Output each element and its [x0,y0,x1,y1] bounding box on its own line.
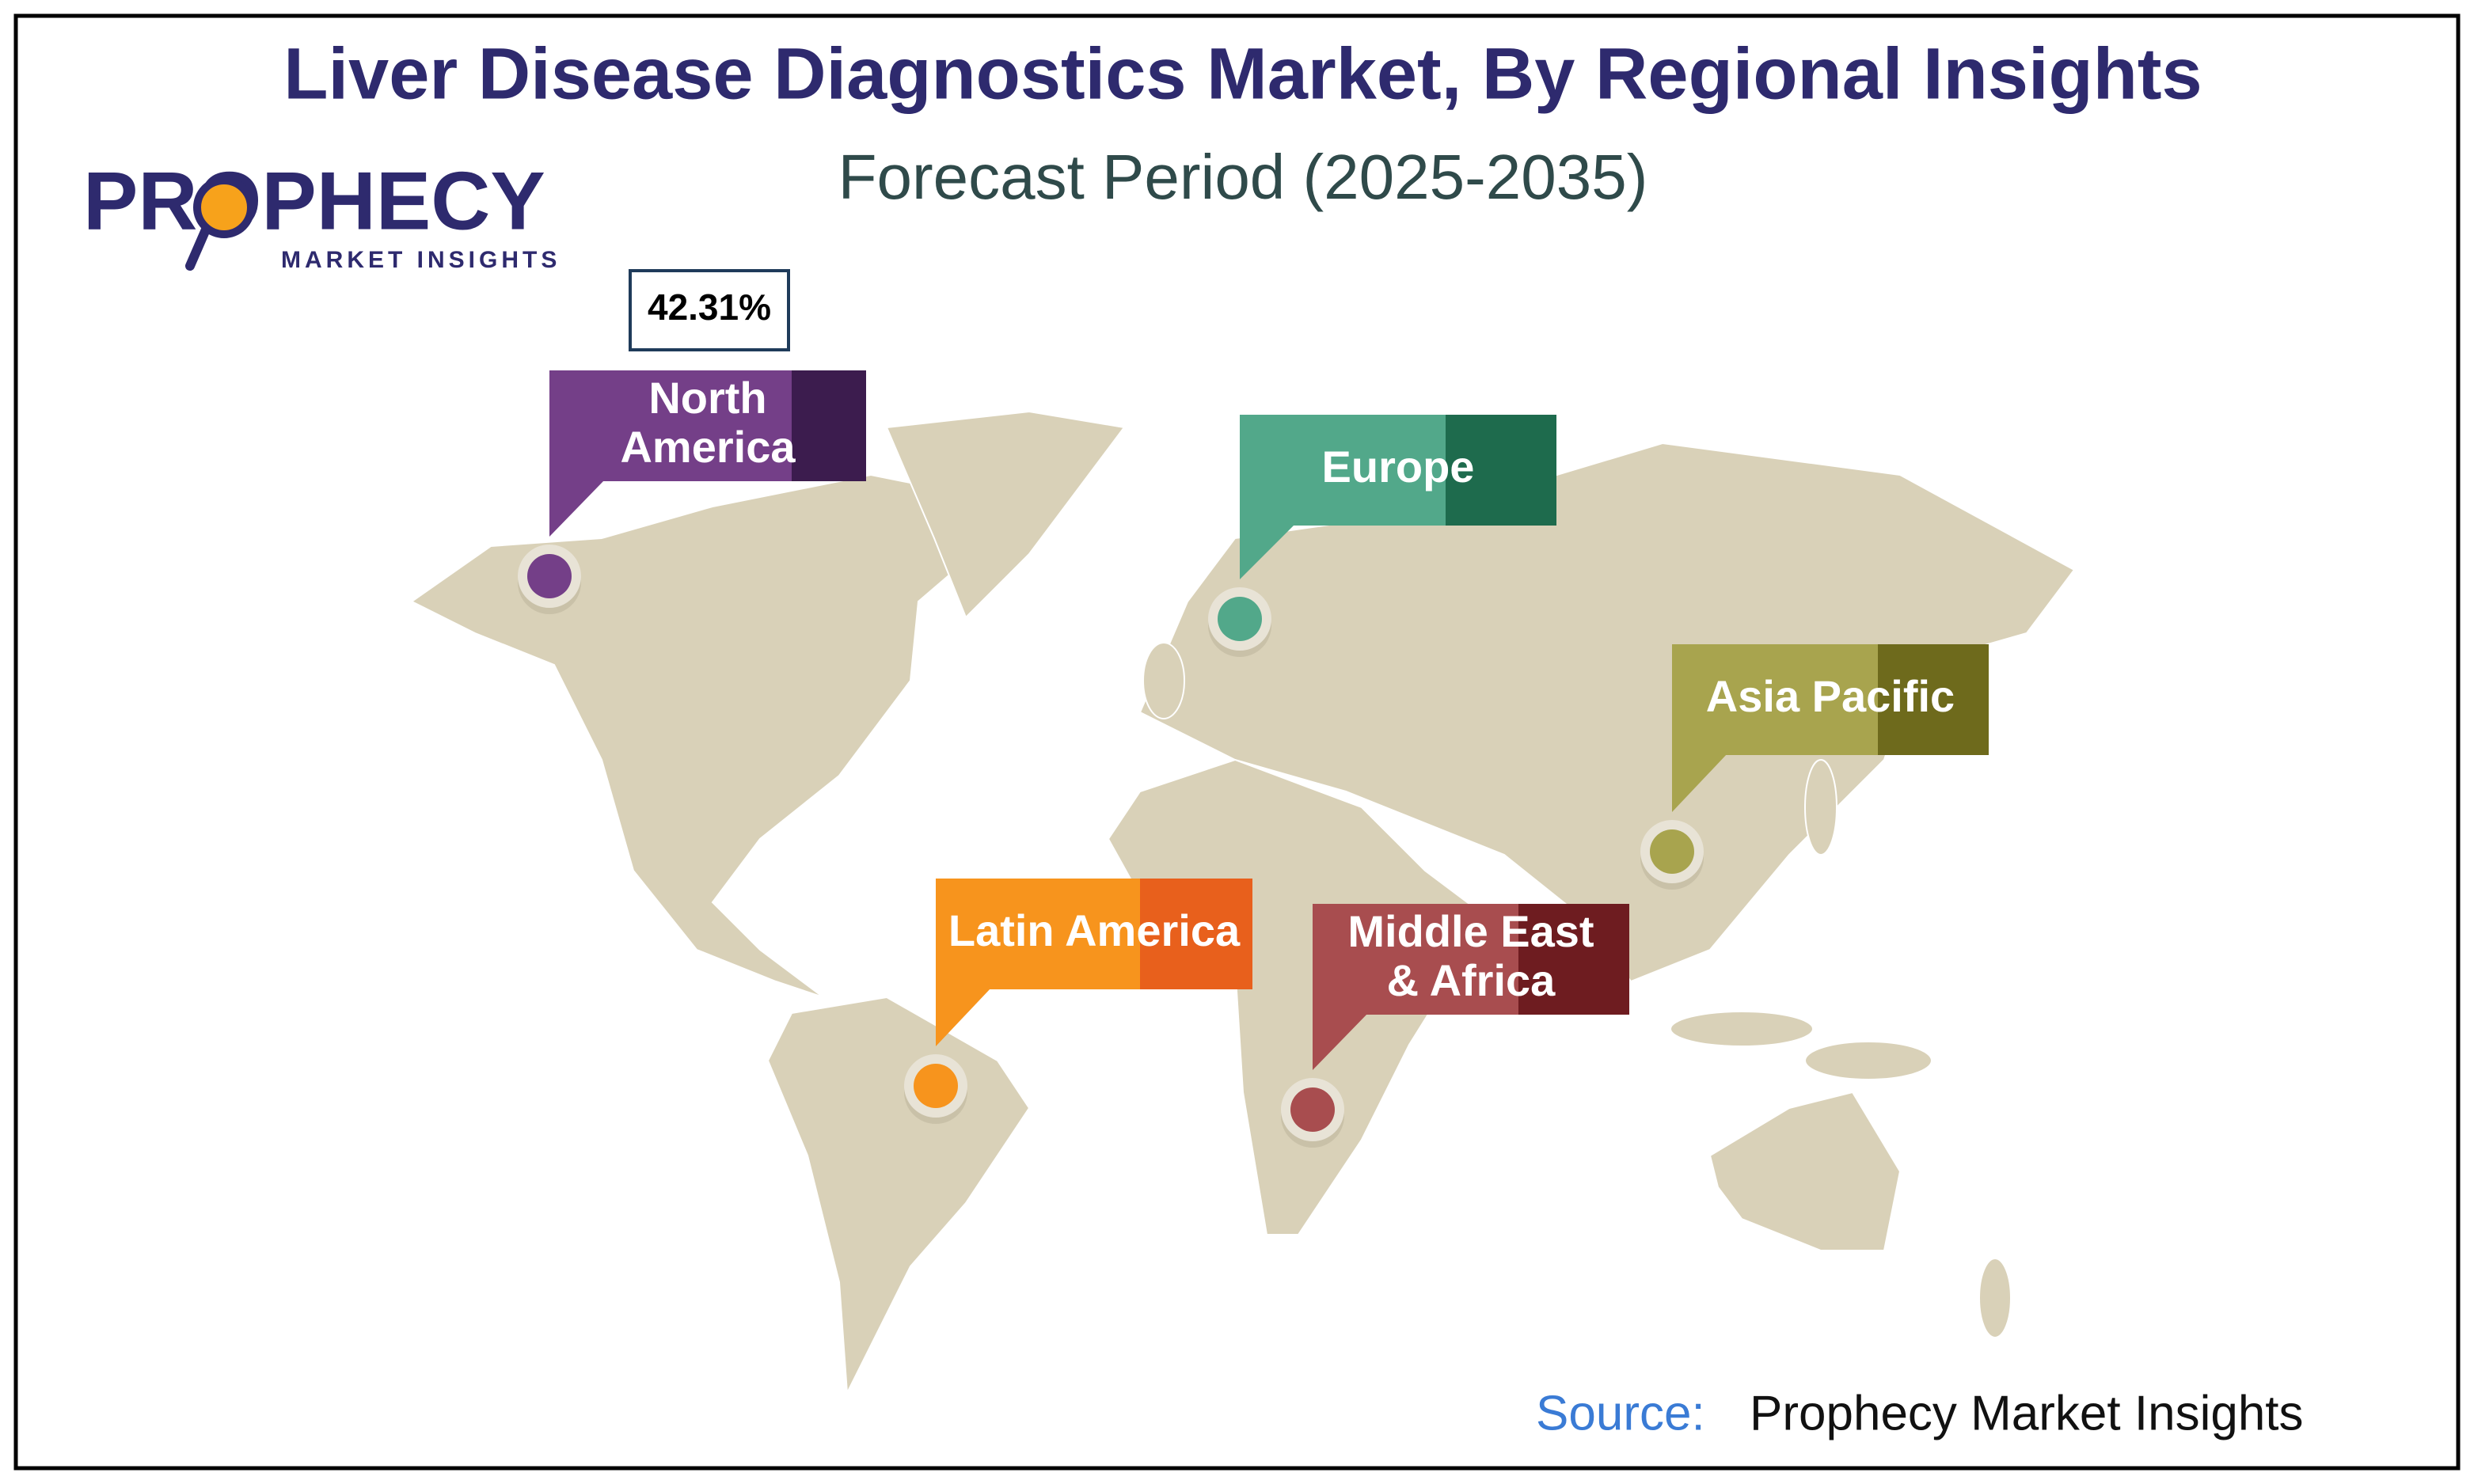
region-label: North [648,373,766,423]
region-label: Asia Pacific [1706,671,1955,721]
callout-box-dark [792,370,866,481]
logo-handle [185,225,211,271]
logo-tagline: MARKET INSIGHTS [281,247,561,273]
callout-pointer [1313,1013,1368,1070]
logo-name: PROPHECY [83,155,545,247]
callout-box-dark [1140,879,1252,989]
source-label: Source: [1536,1386,1705,1440]
value-box [629,269,790,351]
source-text: Prophecy Market Insights [1750,1386,2304,1440]
title: Liver Disease Diagnostics Market, By Reg… [283,33,2202,114]
marker [914,1064,958,1108]
callout-pointer [1240,524,1295,579]
region-label: & Africa [1387,955,1556,1005]
region-label: Europe [1322,442,1475,492]
callout-box-dark [1518,904,1629,1015]
subtitle: Forecast Period (2025-2035) [838,142,1648,212]
callout-pointer [1672,753,1727,812]
callout-box [936,879,1140,989]
marker [527,554,572,598]
callout-box-dark [1446,415,1556,526]
marker [1650,829,1694,874]
region-label: America [620,422,796,472]
marker [1218,597,1262,641]
callout-box [1672,644,1878,755]
marker [1290,1087,1335,1132]
callout-box [1240,415,1446,526]
callout-box [549,370,792,481]
region-label: Latin America [948,905,1241,955]
callout-pointer [549,480,605,537]
value-label: 42.31% [648,287,771,328]
callout-pointer [936,988,991,1046]
region-label: Middle East [1347,906,1594,956]
callout-box [1313,904,1518,1015]
logo-lens [193,176,255,238]
callout-box-dark [1878,644,1989,755]
